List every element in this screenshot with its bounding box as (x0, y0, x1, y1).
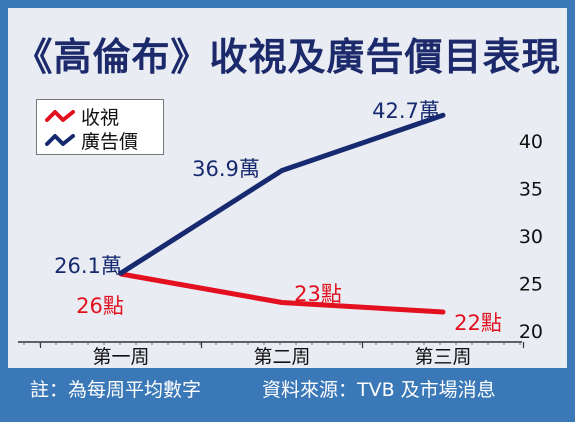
data-label: 36.9萬 (192, 157, 260, 181)
series-line-ad-price (118, 112, 446, 276)
data-label: 42.7萬 (372, 99, 440, 123)
series-line-ratings (118, 271, 446, 315)
y-tick-label: 40 (519, 131, 543, 153)
x-tick-label: 第一周 (92, 346, 149, 368)
y-tick-label: 35 (519, 179, 543, 201)
y-tick-label: 25 (519, 274, 543, 296)
x-tick-label: 第三周 (414, 346, 471, 368)
data-label: 26.1萬 (54, 254, 122, 278)
legend-item-ratings: 收視 (45, 104, 120, 129)
zigzag-line-icon (45, 134, 75, 146)
legend-label-ratings: 收視 (81, 106, 120, 129)
chart-title: 《高倫布》收視及廣告價目表現 (14, 34, 561, 79)
legend-item-ad-price: 廣告價 (45, 128, 139, 153)
plot-panel (8, 8, 567, 368)
legend: 收視 廣告價 (36, 99, 164, 155)
y-tick-label: 30 (519, 226, 543, 248)
y-tick-label: 20 (519, 321, 543, 343)
zigzag-line-icon (45, 110, 75, 122)
data-label: 23點 (294, 282, 342, 306)
data-label: 22點 (454, 311, 502, 335)
footer: 註：為每周平均數字 資料來源：TVB 及市場消息 (0, 372, 575, 412)
footer-note: 註：為每周平均數字 (30, 379, 202, 401)
legend-label-ad-price: 廣告價 (81, 130, 139, 153)
footer-source: 資料來源：TVB 及市場消息 (262, 379, 496, 401)
data-label: 26點 (76, 294, 124, 318)
x-tick-label: 第二周 (253, 346, 310, 368)
